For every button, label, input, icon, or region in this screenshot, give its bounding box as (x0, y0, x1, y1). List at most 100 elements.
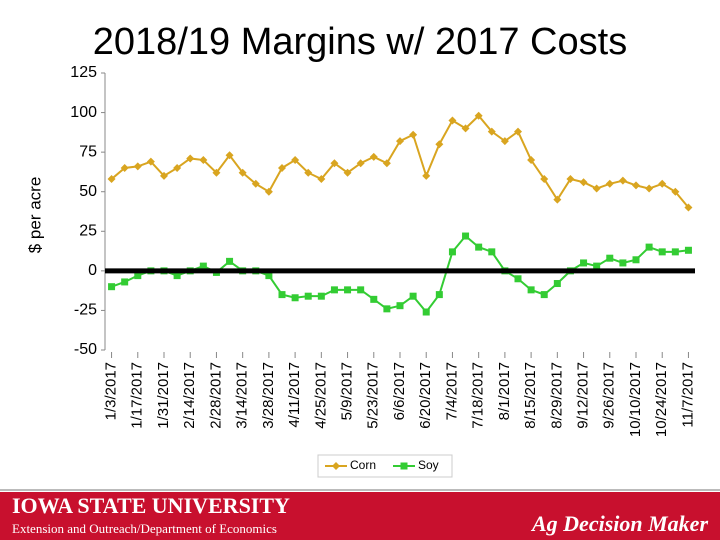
point-marker (186, 154, 195, 163)
point-marker (265, 272, 273, 280)
point-marker (304, 168, 313, 177)
y-tick-label: 75 (79, 143, 97, 160)
point-marker (684, 246, 692, 254)
point-marker (461, 124, 470, 133)
point-marker (605, 179, 614, 188)
point-marker (632, 256, 640, 264)
point-marker (592, 184, 601, 193)
point-marker (540, 291, 548, 299)
point-marker (527, 286, 535, 294)
point-marker (422, 171, 431, 180)
point-marker (566, 175, 575, 184)
x-tick-label: 2/14/2017 (181, 362, 198, 429)
legend-label: Soy (418, 458, 439, 472)
point-marker (527, 156, 536, 165)
y-tick-label: -50 (74, 341, 97, 358)
point-marker (330, 286, 338, 294)
point-marker (199, 156, 208, 165)
point-marker (658, 179, 667, 188)
point-marker (645, 243, 653, 251)
y-tick-label: 50 (79, 183, 97, 200)
x-tick-label: 3/14/2017 (234, 362, 251, 429)
x-tick-label: 8/1/2017 (496, 362, 513, 420)
point-marker (553, 195, 562, 204)
x-tick-label: 1/3/2017 (103, 362, 120, 420)
point-marker (344, 286, 352, 294)
brand: Ag Decision Maker (530, 511, 708, 536)
point-marker (160, 171, 168, 180)
legend-box (317, 454, 453, 478)
x-tick-label: 11/7/2017 (679, 362, 696, 428)
point-marker (409, 130, 418, 139)
point-marker (514, 275, 522, 283)
x-tick-label: 9/26/2017 (601, 362, 618, 429)
point-marker (291, 294, 299, 302)
point-marker (396, 302, 404, 310)
point-marker (396, 137, 404, 146)
point-marker (488, 248, 496, 256)
point-marker (121, 278, 129, 286)
point-marker (173, 163, 182, 172)
x-tick-label: 4/25/2017 (312, 362, 329, 429)
x-tick-label: 1/17/2017 (129, 362, 146, 429)
point-marker (606, 254, 614, 262)
point-marker (120, 163, 129, 172)
point-marker (553, 280, 561, 288)
department: Extension and Outreach/Department of Eco… (12, 521, 277, 536)
y-tick-label: 25 (79, 223, 97, 240)
x-tick-label: 3/28/2017 (260, 362, 277, 429)
chart-title: 2018/19 Margins w/ 2017 Costs (93, 21, 627, 63)
point-marker (278, 291, 286, 299)
footer-bar (0, 492, 720, 540)
point-marker (212, 168, 221, 177)
point-marker (671, 248, 679, 256)
point-marker (422, 308, 430, 316)
point-marker (580, 259, 588, 267)
x-tick-label: 8/15/2017 (522, 362, 539, 429)
x-tick-label: 9/12/2017 (575, 362, 592, 429)
point-marker (618, 176, 627, 185)
point-marker (317, 292, 325, 300)
point-marker (448, 248, 456, 256)
point-marker (540, 175, 549, 184)
point-marker (199, 262, 207, 270)
legend-label: Corn (350, 458, 376, 472)
point-marker (251, 179, 260, 188)
point-marker (684, 203, 693, 212)
point-marker (619, 259, 627, 267)
point-marker (225, 151, 234, 160)
y-tick-label: 0 (88, 262, 97, 279)
point-marker (317, 175, 326, 184)
x-tick-label: 10/10/2017 (627, 362, 644, 437)
point-marker (632, 181, 640, 190)
x-tick-label: 7/18/2017 (470, 362, 487, 429)
x-tick-label: 8/29/2017 (548, 362, 565, 429)
x-tick-label: 5/23/2017 (365, 362, 382, 429)
point-marker (108, 283, 116, 291)
point-marker (330, 159, 339, 168)
x-tick-label: 6/6/2017 (391, 362, 408, 420)
x-tick-label: 4/11/2017 (286, 362, 303, 428)
point-marker (645, 184, 654, 193)
university-name: IOWA STATE UNIVERSITY (12, 493, 290, 518)
point-marker (382, 159, 391, 168)
point-marker (474, 111, 483, 120)
y-axis-label: $ per acre (25, 177, 44, 254)
point-marker (448, 116, 457, 125)
point-marker (409, 292, 417, 300)
point-marker (579, 178, 588, 187)
x-tick-label: 1/31/2017 (155, 362, 172, 429)
point-marker (304, 292, 312, 300)
point-marker (343, 168, 352, 177)
series-line (111, 234, 689, 314)
point-marker (658, 248, 666, 256)
plot-area: -50 -25 0 25 50 75 100 125 1/3/2017 1/17/2017 1/31… (70, 64, 696, 478)
point-marker (475, 243, 483, 251)
point-marker (462, 232, 470, 240)
x-tick-label: 6/20/2017 (417, 362, 434, 429)
y-tick-label: -25 (74, 302, 97, 319)
series-line (110, 114, 690, 209)
point-marker (226, 257, 234, 265)
y-tick-label: 125 (70, 64, 97, 81)
